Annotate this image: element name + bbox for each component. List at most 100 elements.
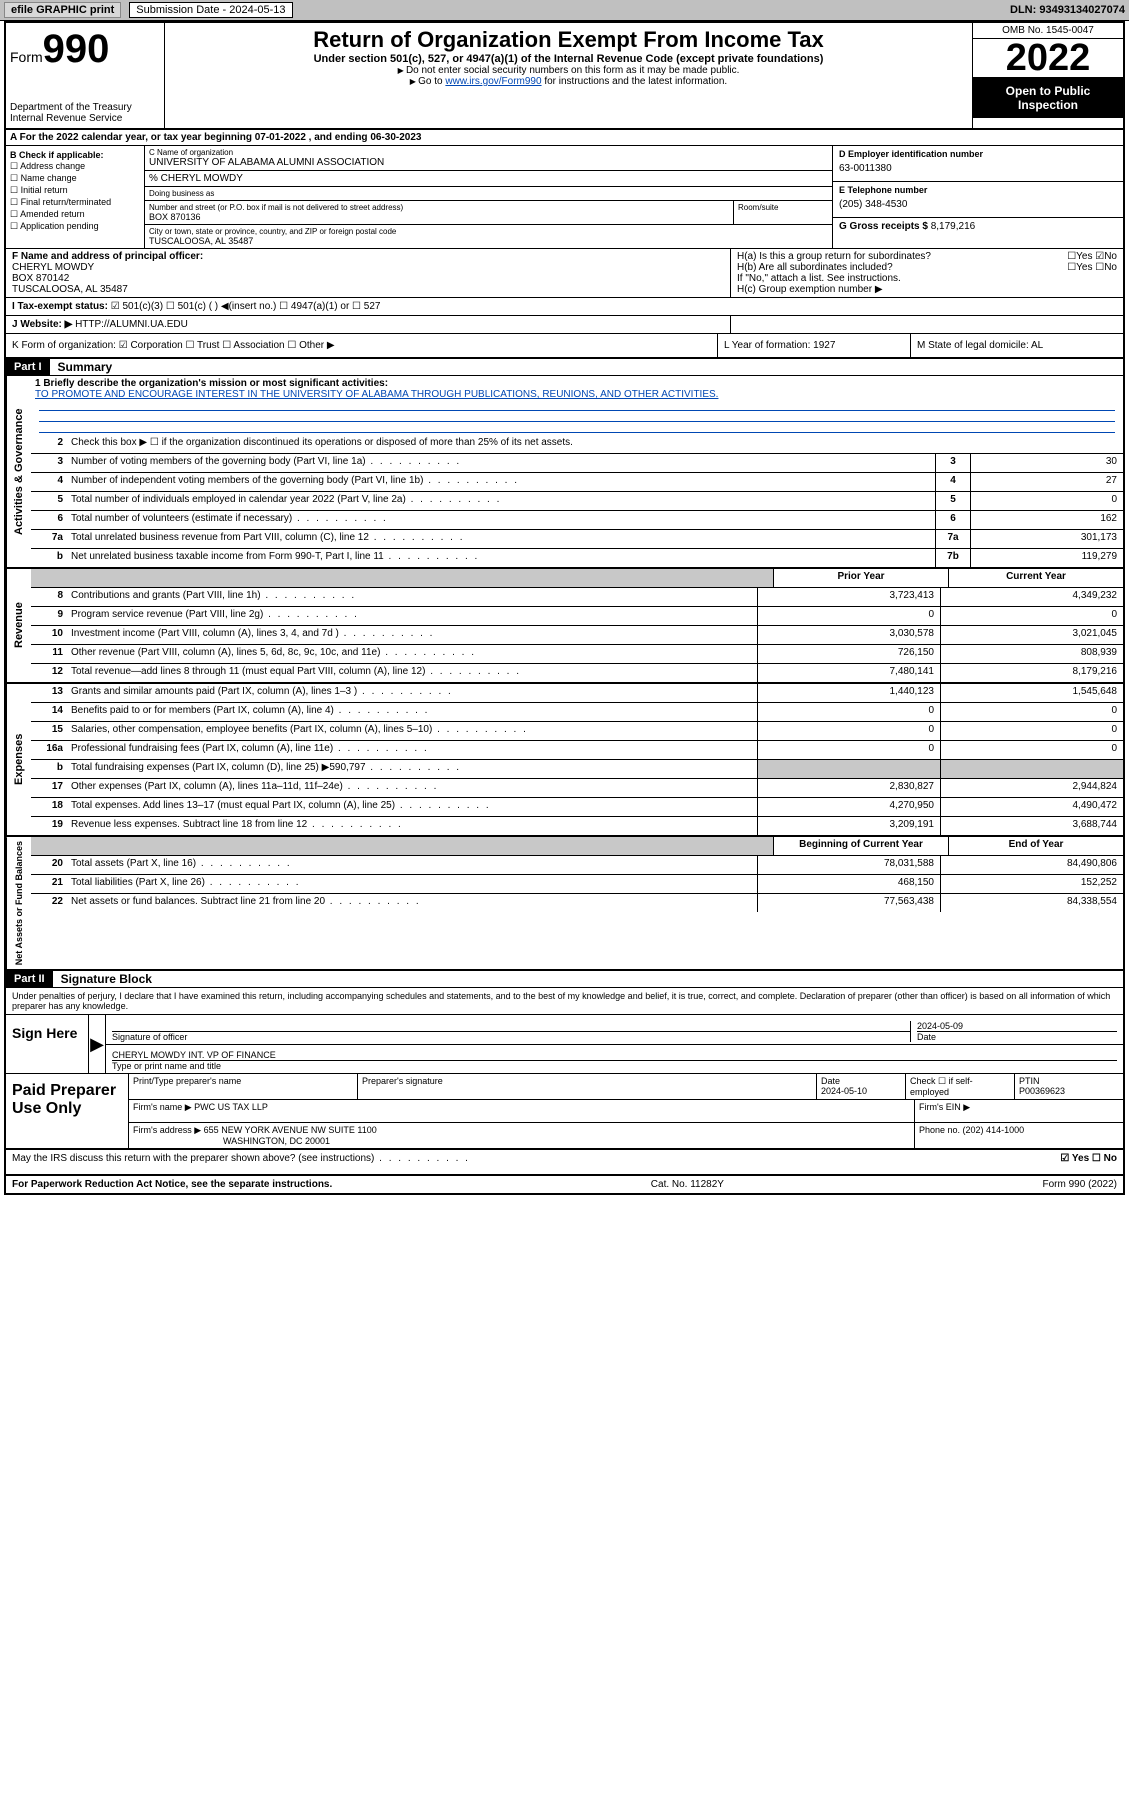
- top-bar: efile GRAPHIC print Submission Date - 20…: [0, 0, 1129, 21]
- row-a-tax-year: A For the 2022 calendar year, or tax yea…: [6, 130, 1123, 146]
- firm-phone: (202) 414-1000: [963, 1125, 1025, 1135]
- chk-amended-return[interactable]: Amended return: [10, 209, 140, 220]
- lbl-dba: Doing business as: [149, 189, 828, 198]
- summary-line: 18Total expenses. Add lines 13–17 (must …: [31, 798, 1123, 817]
- tax-year: 2022: [973, 39, 1123, 78]
- org-name: UNIVERSITY OF ALABAMA ALUMNI ASSOCIATION: [149, 157, 828, 168]
- summary-line: 12Total revenue—add lines 8 through 11 (…: [31, 664, 1123, 682]
- form-number: 990: [43, 27, 110, 71]
- row-k-form-org: K Form of organization: ☑ Corporation ☐ …: [6, 334, 717, 357]
- form-990: Form990 Department of the Treasury Inter…: [4, 21, 1125, 1195]
- summary-line: 11Other revenue (Part VIII, column (A), …: [31, 645, 1123, 664]
- summary-line: 3Number of voting members of the governi…: [31, 454, 1123, 473]
- lbl-signature-officer: Signature of officer: [112, 1032, 187, 1042]
- org-city: TUSCALOOSA, AL 35487: [149, 236, 828, 246]
- lbl-prep-date: Date: [821, 1076, 840, 1086]
- sign-arrow-icon: ▶: [89, 1015, 106, 1073]
- summary-line: 14Benefits paid to or for members (Part …: [31, 703, 1123, 722]
- summary-line: 21Total liabilities (Part X, line 26)468…: [31, 875, 1123, 894]
- firm-name: PWC US TAX LLP: [194, 1102, 268, 1112]
- summary-line: 8Contributions and grants (Part VIII, li…: [31, 588, 1123, 607]
- summary-line: 7aTotal unrelated business revenue from …: [31, 530, 1123, 549]
- ha-answer: ☐Yes ☑No: [1067, 251, 1117, 262]
- lbl-address: Number and street (or P.O. box if mail i…: [149, 203, 729, 212]
- ein: 63-0011380: [839, 159, 1117, 178]
- col-c: C Name of organization UNIVERSITY OF ALA…: [145, 146, 832, 248]
- form-footer: For Paperwork Reduction Act Notice, see …: [6, 1176, 1123, 1193]
- org-address: BOX 870136: [149, 212, 729, 222]
- vtab-governance: Activities & Governance: [6, 376, 31, 567]
- row-j-website: J Website: ▶ HTTP://ALUMNI.UA.EDU: [6, 316, 730, 333]
- hb-answer: ☐Yes ☐No: [1067, 262, 1117, 273]
- summary-line: 15Salaries, other compensation, employee…: [31, 722, 1123, 741]
- lbl-ein: D Employer identification number: [839, 149, 1117, 159]
- chk-initial-return[interactable]: Initial return: [10, 185, 140, 196]
- irs-label: Internal Revenue Service: [10, 113, 160, 124]
- vtab-expenses: Expenses: [6, 684, 31, 835]
- form-note-1: Do not enter social security numbers on …: [169, 65, 968, 76]
- form-prefix: Form: [10, 49, 43, 65]
- lbl-firm-ein: Firm's EIN ▶: [919, 1102, 970, 1112]
- lbl-officer-name: Type or print name and title: [112, 1061, 221, 1071]
- col-f-officer: F Name and address of principal officer:…: [6, 249, 730, 297]
- open-to-public: Open to PublicInspection: [973, 78, 1123, 118]
- firm-addr1: 655 NEW YORK AVENUE NW SUITE 1100: [204, 1125, 377, 1135]
- submission-date: Submission Date - 2024-05-13: [129, 2, 292, 18]
- chk-address-change[interactable]: Address change: [10, 161, 140, 172]
- header-mid: Return of Organization Exempt From Incom…: [165, 23, 972, 128]
- sign-date: 2024-05-09: [917, 1021, 1117, 1031]
- col-de: D Employer identification number 63-0011…: [832, 146, 1123, 248]
- line-1-mission: 1 Briefly describe the organization's mi…: [31, 376, 1123, 435]
- form-subtitle: Under section 501(c), 527, or 4947(a)(1)…: [169, 53, 968, 65]
- col-b-checkboxes: B Check if applicable: Address change Na…: [6, 146, 145, 248]
- row-i-tax-status: I Tax-exempt status: ☑ 501(c)(3) ☐ 501(c…: [6, 298, 730, 315]
- dept-label: Department of the Treasury: [10, 102, 160, 113]
- summary-line: 20Total assets (Part X, line 16)78,031,5…: [31, 856, 1123, 875]
- summary-line: bNet unrelated business taxable income f…: [31, 549, 1123, 567]
- signature-declaration: Under penalties of perjury, I declare th…: [6, 988, 1123, 1015]
- prep-date: 2024-05-10: [821, 1086, 867, 1096]
- chk-name-change[interactable]: Name change: [10, 173, 140, 184]
- lbl-phone: E Telephone number: [839, 185, 1117, 195]
- vtab-net-assets: Net Assets or Fund Balances: [6, 837, 31, 969]
- summary-line: 4Number of independent voting members of…: [31, 473, 1123, 492]
- paid-preparer-label: Paid Preparer Use Only: [6, 1074, 129, 1148]
- row-l-year: L Year of formation: 1927: [717, 334, 910, 357]
- officer-name: CHERYL MOWDY INT. VP OF FINANCE: [112, 1050, 1117, 1060]
- hc-label: H(c) Group exemption number ▶: [737, 284, 1117, 295]
- header-left: Form990 Department of the Treasury Inter…: [6, 23, 165, 128]
- year-header-rev: b Prior Year Current Year: [31, 569, 1123, 588]
- lbl-preparer-name: Print/Type preparer's name: [133, 1076, 241, 1086]
- col-b-title: B Check if applicable:: [10, 150, 140, 160]
- year-header-na: Beginning of Current Year End of Year: [31, 837, 1123, 856]
- row-m-state: M State of legal domicile: AL: [910, 334, 1123, 357]
- lbl-suite: Room/suite: [738, 203, 828, 212]
- ha-label: H(a) Is this a group return for subordin…: [737, 251, 931, 262]
- col-h: H(a) Is this a group return for subordin…: [730, 249, 1123, 297]
- chk-application-pending[interactable]: Application pending: [10, 221, 140, 232]
- summary-line: 19Revenue less expenses. Subtract line 1…: [31, 817, 1123, 835]
- efile-print-button[interactable]: efile GRAPHIC print: [4, 2, 121, 18]
- irs-link[interactable]: www.irs.gov/Form990: [445, 76, 541, 87]
- summary-line: 5Total number of individuals employed in…: [31, 492, 1123, 511]
- lbl-ptin: PTIN: [1019, 1076, 1040, 1086]
- summary-line: bTotal fundraising expenses (Part IX, co…: [31, 760, 1123, 779]
- lbl-firm-phone: Phone no.: [919, 1125, 963, 1135]
- summary-line: 13Grants and similar amounts paid (Part …: [31, 684, 1123, 703]
- paid-preparer-block: Paid Preparer Use Only Print/Type prepar…: [6, 1074, 1123, 1150]
- firm-addr2: WASHINGTON, DC 20001: [223, 1136, 330, 1146]
- phone: (205) 348-4530: [839, 195, 1117, 214]
- chk-final-return[interactable]: Final return/terminated: [10, 197, 140, 208]
- summary-line: 17Other expenses (Part IX, column (A), l…: [31, 779, 1123, 798]
- vtab-revenue: Revenue: [6, 569, 31, 682]
- hb-label: H(b) Are all subordinates included?: [737, 262, 893, 273]
- form-note-2: Go to www.irs.gov/Form990 for instructio…: [169, 76, 968, 87]
- header-right: OMB No. 1545-0047 2022 Open to PublicIns…: [972, 23, 1123, 128]
- dln: DLN: 93493134027074: [1010, 4, 1125, 16]
- ptin: P00369623: [1019, 1086, 1065, 1096]
- lbl-preparer-sig: Preparer's signature: [362, 1076, 443, 1086]
- chk-self-employed[interactable]: Check ☐ if self-employed: [910, 1076, 973, 1097]
- spacer2: [730, 316, 1123, 333]
- form-title: Return of Organization Exempt From Incom…: [169, 27, 968, 53]
- summary-line: 9Program service revenue (Part VIII, lin…: [31, 607, 1123, 626]
